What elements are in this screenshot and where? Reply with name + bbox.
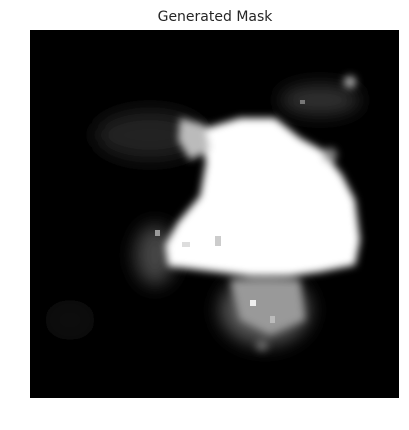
speckles <box>155 100 305 323</box>
mask-blob <box>165 76 360 351</box>
mask-image <box>30 30 399 398</box>
title: Generated Mask <box>158 9 274 25</box>
